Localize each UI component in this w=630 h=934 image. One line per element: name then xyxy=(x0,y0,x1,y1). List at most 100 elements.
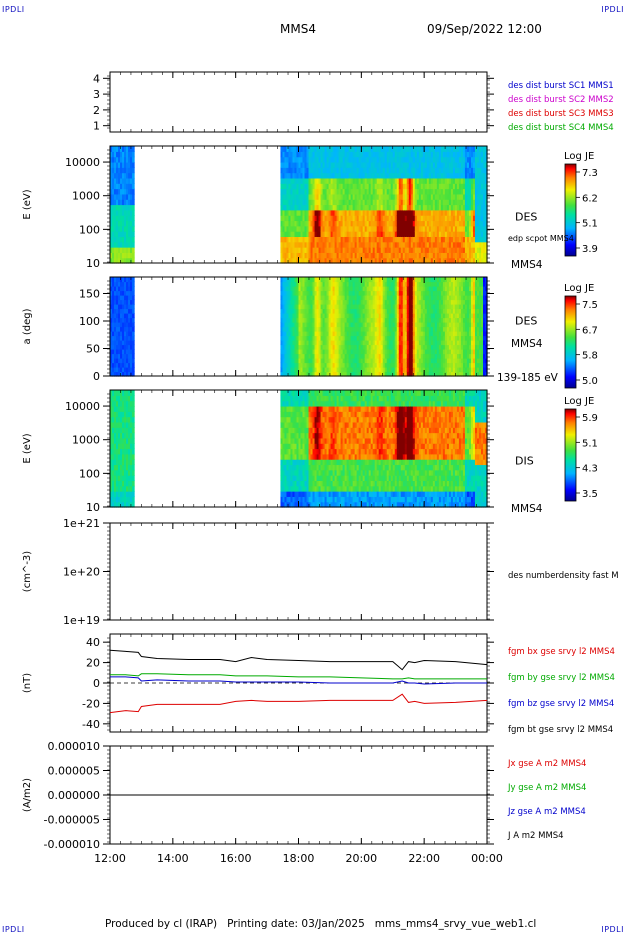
des-energy-cell xyxy=(476,151,480,158)
des-energy-cell xyxy=(338,177,342,184)
des-energy-cell xyxy=(132,247,135,253)
des-pitch-cell xyxy=(422,313,426,319)
des-pitch-cell xyxy=(350,367,354,373)
des-pitch-cell xyxy=(382,322,386,328)
des-energy-cell xyxy=(318,193,322,200)
des-pitch-cell xyxy=(346,290,350,296)
des-pitch-cell xyxy=(418,362,422,368)
des-pitch-cell xyxy=(460,308,464,314)
des-pitch-cell xyxy=(286,326,290,332)
des-pitch-cell xyxy=(112,308,115,314)
des-pitch-cell xyxy=(370,335,374,341)
des-pitch-cell xyxy=(410,335,414,341)
des-pitch-cell xyxy=(308,308,312,314)
des-energy-cell xyxy=(464,172,468,179)
des-energy-cell xyxy=(324,183,328,190)
des-pitch-cell xyxy=(346,326,350,332)
des-energy-cell xyxy=(414,146,418,152)
des-energy-cell xyxy=(352,172,356,179)
des-energy-cell xyxy=(124,215,127,222)
des-pitch-cell xyxy=(298,349,302,355)
des-pitch-cell xyxy=(336,358,340,364)
des-pitch-cell xyxy=(400,331,404,337)
des-energy-cell xyxy=(286,215,290,222)
des-energy-cell xyxy=(382,231,386,238)
des-pitch-cell xyxy=(328,362,332,368)
des-pitch-cell xyxy=(404,349,408,355)
des-pitch-cell xyxy=(314,367,318,373)
des-energy-cell xyxy=(320,225,324,232)
des-energy-cell xyxy=(412,236,416,243)
des-energy-cell xyxy=(336,231,340,238)
des-energy-cell xyxy=(476,199,480,206)
des-pitch-cell xyxy=(376,286,380,292)
des-energy-cell xyxy=(310,220,314,227)
des-pitch-cell xyxy=(124,344,127,350)
des-energy-cell xyxy=(310,225,314,232)
des-pitch-cell xyxy=(292,358,296,364)
des-energy-cell xyxy=(330,247,334,253)
des-energy-cell xyxy=(286,220,290,227)
des-pitch-cell xyxy=(354,344,358,350)
des-pitch-cell xyxy=(388,331,392,337)
des-pitch-cell xyxy=(324,349,328,355)
des-pitch-cell xyxy=(282,358,286,364)
des-energy-cell xyxy=(356,172,360,179)
des-pitch-cell xyxy=(344,313,348,319)
des-pitch-cell xyxy=(344,295,348,301)
des-energy-cell xyxy=(484,156,488,163)
des-energy-cell xyxy=(286,231,290,238)
des-energy-cell xyxy=(292,257,296,264)
des-energy-cell xyxy=(434,172,438,179)
des-energy-cell xyxy=(414,161,418,168)
des-pitch-cell xyxy=(416,331,420,337)
des-pitch-cell xyxy=(478,281,482,287)
des-pitch-cell xyxy=(446,358,450,364)
des-pitch-cell xyxy=(438,281,442,287)
des-pitch-cell xyxy=(120,277,123,283)
des-energy-cell xyxy=(354,161,358,168)
des-pitch-cell xyxy=(296,299,300,305)
des-pitch-cell xyxy=(330,371,334,377)
des-pitch-cell xyxy=(468,299,472,305)
des-energy-cell xyxy=(472,161,476,168)
des-energy-cell xyxy=(408,183,412,190)
des-energy-cell xyxy=(422,225,426,232)
des-energy-cell xyxy=(308,193,312,200)
des-energy-cell xyxy=(314,156,318,163)
des-energy-cell xyxy=(484,161,488,168)
des-energy-cell xyxy=(408,225,412,232)
des-energy-cell xyxy=(464,225,468,232)
des-pitch-cell xyxy=(344,367,348,373)
des-energy-cell xyxy=(408,199,412,206)
des-energy-cell xyxy=(388,177,392,184)
des-pitch-cell xyxy=(128,362,131,368)
des-energy-cell xyxy=(480,167,484,174)
des-energy-cell xyxy=(480,209,484,216)
des-energy-cell xyxy=(438,236,442,243)
des-pitch-cell xyxy=(310,281,314,287)
des-pitch-cell xyxy=(300,317,304,323)
des-energy-cell xyxy=(282,151,286,158)
des-pitch-cell xyxy=(110,290,113,296)
des-energy-cell xyxy=(454,172,458,179)
des-pitch-cell xyxy=(450,286,454,292)
des-pitch-cell xyxy=(284,295,288,301)
des-pitch-cell xyxy=(466,344,470,350)
des-pitch-cell xyxy=(290,322,294,328)
des-pitch-cell xyxy=(458,326,462,332)
des-pitch-cell xyxy=(338,286,342,292)
des-pitch-cell xyxy=(132,277,135,283)
des-energy-cell xyxy=(472,220,476,227)
des-pitch-cell xyxy=(474,281,478,287)
des-energy-cell xyxy=(426,193,430,200)
des-pitch-cell xyxy=(308,358,312,364)
des-pitch-cell xyxy=(372,371,376,377)
des-energy-cell xyxy=(288,146,292,152)
des-energy-cell xyxy=(478,204,482,211)
des-pitch-cell xyxy=(450,281,454,287)
des-energy-cell xyxy=(406,257,410,264)
des-pitch-cell xyxy=(414,286,418,292)
des-pitch-cell xyxy=(426,326,430,332)
des-pitch-cell xyxy=(390,331,394,337)
